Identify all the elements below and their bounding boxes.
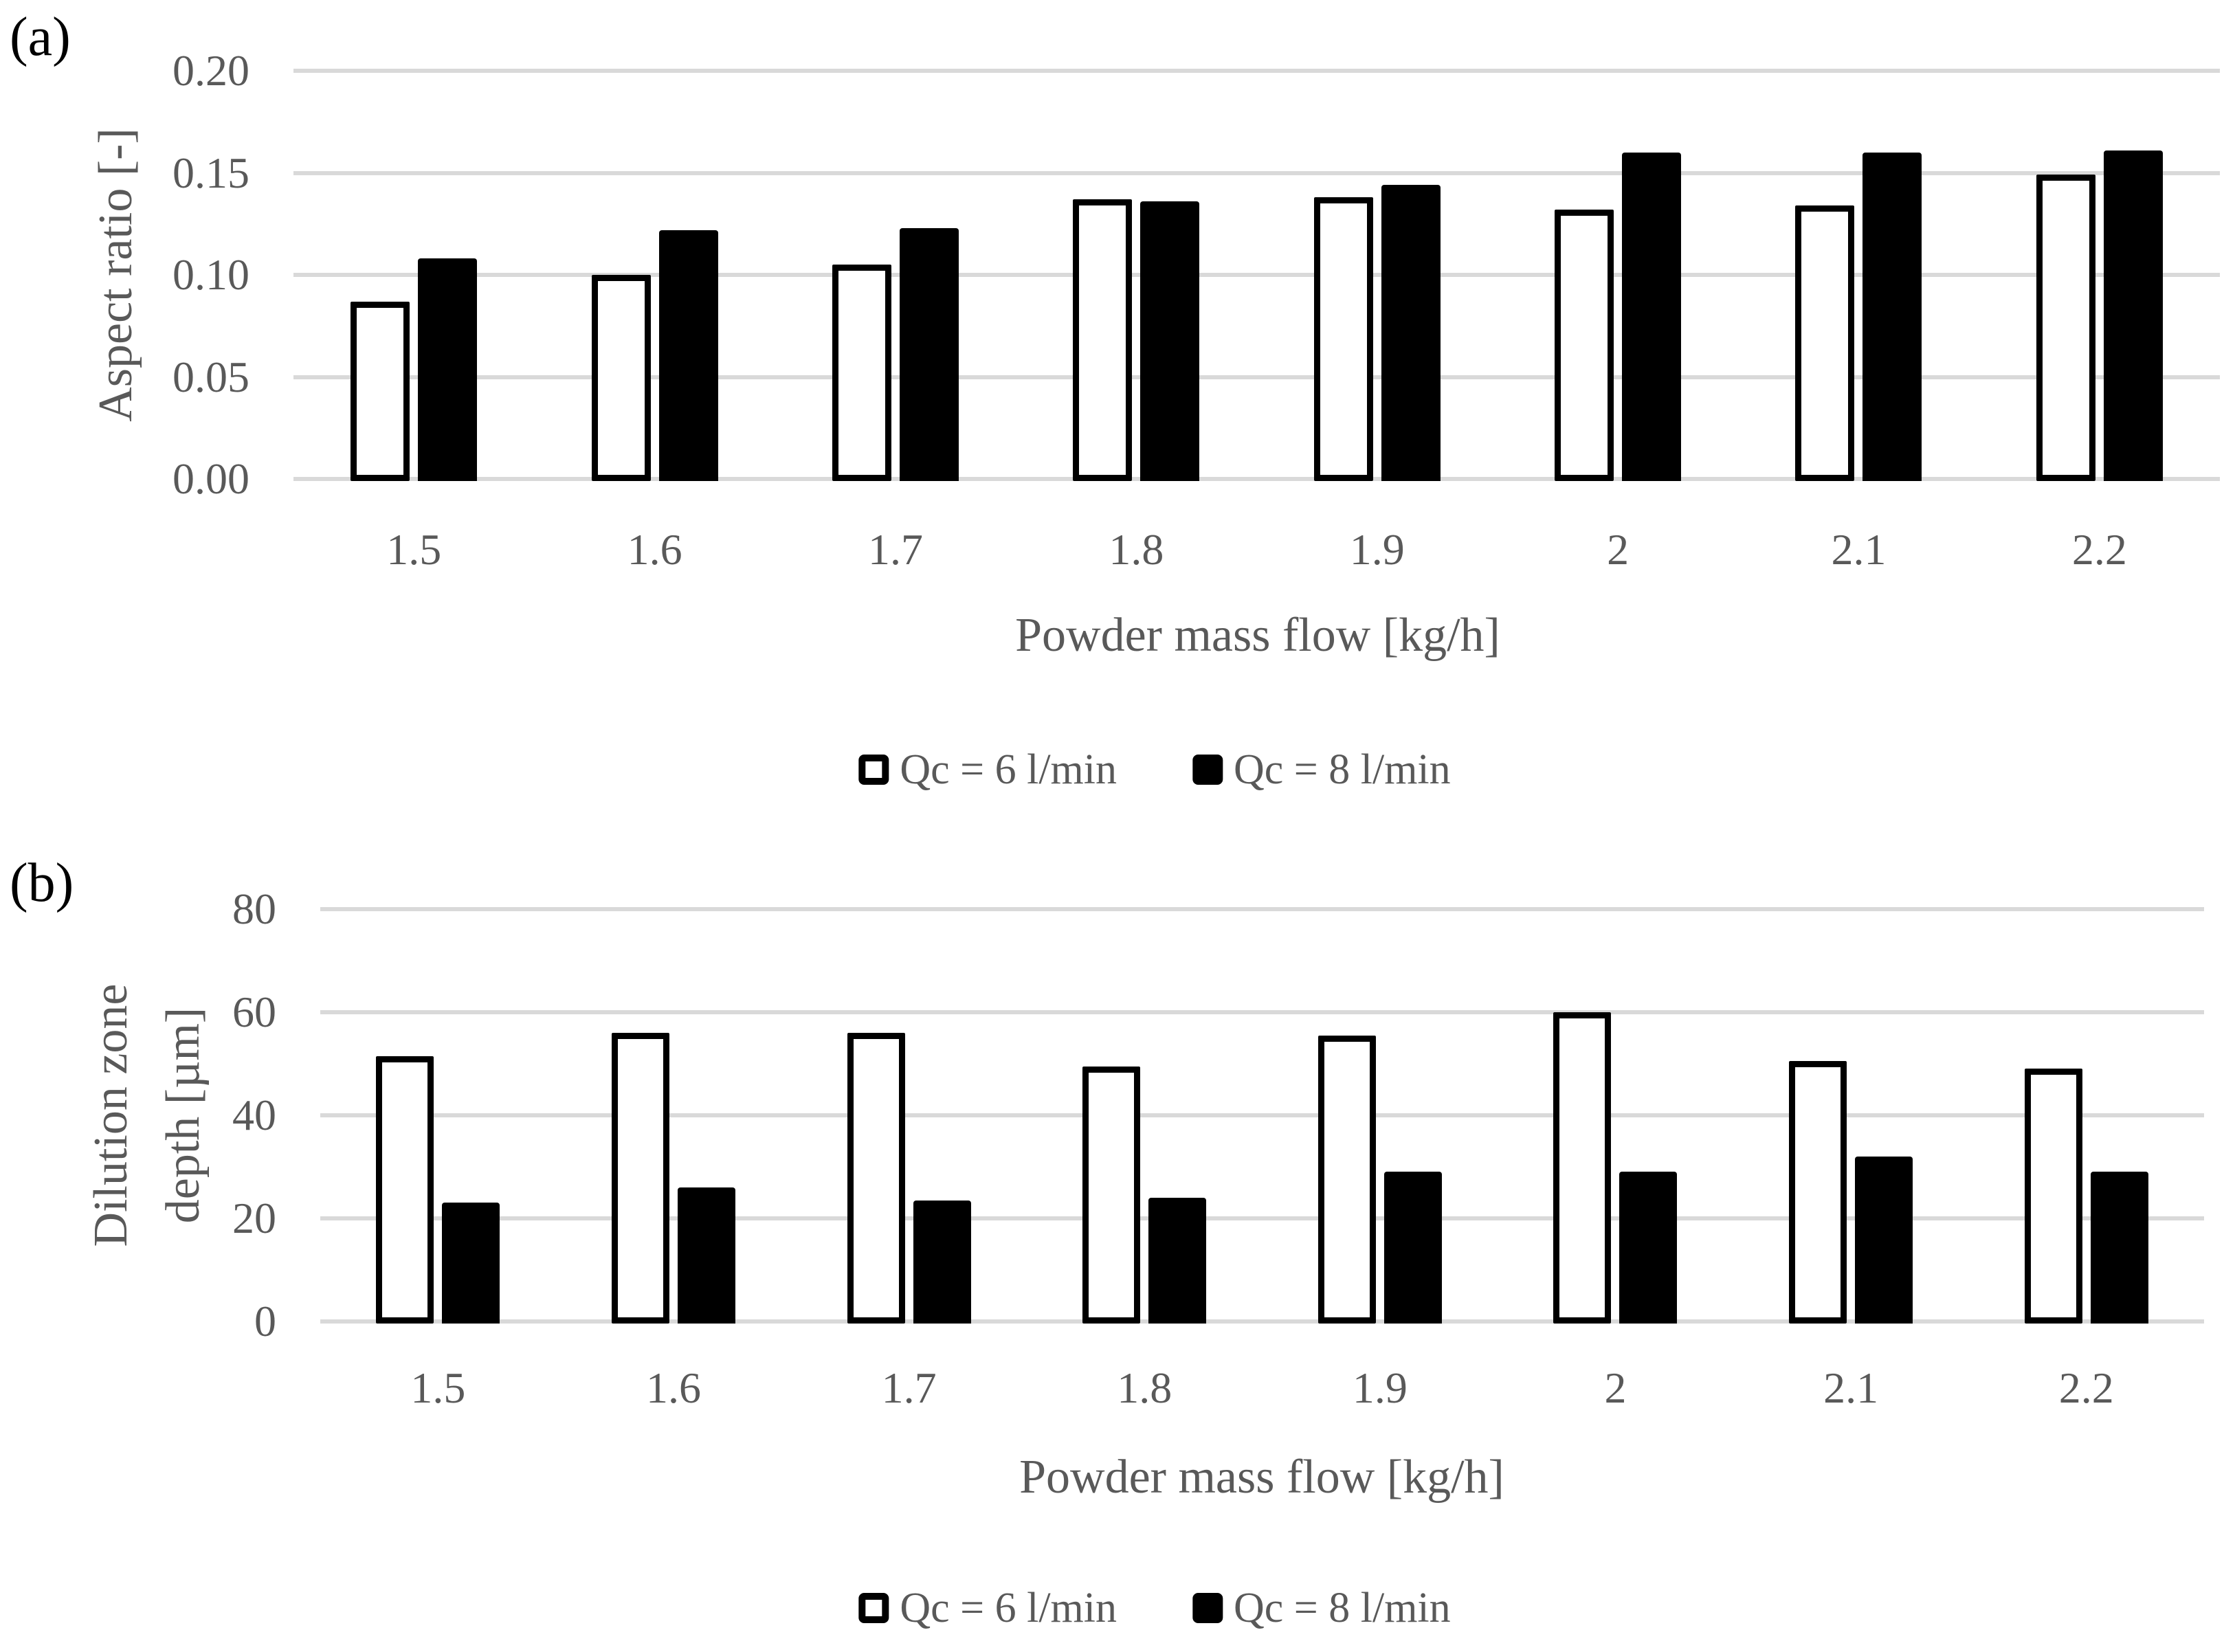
bar-b-series1-2.1: [1789, 1061, 1847, 1324]
bar-a-series1-1.8: [1073, 199, 1132, 481]
gridline: [320, 1113, 2204, 1117]
x-tick-label: 1.5: [410, 1363, 466, 1412]
bar-b-series2-1.6: [678, 1187, 735, 1324]
x-tick-label: 1.7: [867, 525, 923, 574]
legend-b-label-qc6: Qc = 6 l/min: [900, 1585, 1117, 1631]
legend-b: Qc = 6 l/min Qc = 8 l/min: [858, 1587, 1451, 1629]
gridline: [293, 477, 2220, 481]
bar-b-series1-1.9: [1318, 1036, 1376, 1324]
bar-a-series2-1.7: [900, 228, 959, 481]
y-tick-label: 0.05: [173, 352, 249, 401]
gridline: [293, 375, 2220, 379]
legend-a: Qc = 6 l/min Qc = 8 l/min: [858, 748, 1451, 791]
x-tick-label: 2.2: [2058, 1363, 2114, 1412]
bar-a-series2-2.1: [1862, 153, 1922, 481]
gridline: [293, 273, 2220, 277]
legend-b-item-qc6: Qc = 6 l/min: [858, 1587, 1117, 1629]
x-tick-label: 1.8: [1117, 1363, 1172, 1412]
gridline: [293, 69, 2220, 73]
y-tick-label: 0.10: [173, 250, 249, 299]
legend-b-label-qc8: Qc = 8 l/min: [1234, 1585, 1451, 1631]
x-tick-label: 1.7: [881, 1363, 937, 1412]
legend-open-square-icon: [858, 1593, 889, 1623]
x-tick-label: 2.2: [2071, 525, 2127, 574]
y-tick-label: 80: [232, 884, 276, 933]
bar-a-series1-2: [1555, 210, 1614, 481]
x-tick-label: 2: [1607, 525, 1630, 574]
bar-b-series1-1.6: [612, 1033, 669, 1324]
bar-b-series1-2: [1553, 1012, 1611, 1324]
bar-b-series2-1.8: [1148, 1198, 1206, 1324]
x-tick-label: 1.6: [645, 1363, 701, 1412]
gridline: [320, 907, 2204, 911]
bar-a-series1-2.2: [2036, 175, 2095, 481]
y-tick-label: 0.00: [173, 454, 249, 503]
bar-a-series2-1.6: [659, 230, 718, 481]
x-tick-label: 1.9: [1349, 525, 1405, 574]
y-tick-label: 20: [232, 1194, 276, 1242]
bar-b-series1-1.8: [1082, 1067, 1140, 1324]
legend-b-item-qc8: Qc = 8 l/min: [1192, 1587, 1451, 1629]
bar-b-series2-2.1: [1855, 1157, 1913, 1324]
x-tick-label: 1.6: [627, 525, 682, 574]
legend-a-label-qc8: Qc = 8 l/min: [1234, 746, 1451, 793]
legend-a-item-qc8: Qc = 8 l/min: [1192, 748, 1451, 791]
x-tick-label: 2: [1604, 1363, 1627, 1412]
x-axis-title-a: Powder mass flow [kg/h]: [1015, 609, 1500, 662]
bar-b-series2-2: [1619, 1172, 1677, 1324]
y-tick-label: 60: [232, 987, 276, 1036]
gridline: [320, 1319, 2204, 1324]
y-tick-label: 0: [254, 1297, 276, 1346]
bar-a-series2-2.2: [2104, 150, 2163, 481]
bar-b-series2-1.7: [913, 1201, 971, 1324]
x-tick-label: 1.5: [386, 525, 442, 574]
bar-a-series1-1.5: [351, 302, 410, 481]
legend-a-item-qc6: Qc = 6 l/min: [858, 748, 1117, 791]
x-axis-title-b: Powder mass flow [kg/h]: [1019, 1451, 1504, 1504]
bar-b-series2-1.9: [1384, 1172, 1442, 1324]
bar-a-series1-1.6: [592, 275, 651, 481]
panel-a-label: (a): [10, 7, 71, 67]
bar-a-series2-1.8: [1140, 201, 1199, 481]
bar-b-series1-1.7: [847, 1033, 905, 1324]
gridline: [320, 1216, 2204, 1220]
bar-a-series1-2.1: [1795, 205, 1854, 481]
gridline: [293, 170, 2220, 175]
legend-filled-square-icon: [1192, 1593, 1223, 1623]
x-tick-label: 1.8: [1109, 525, 1164, 574]
bar-b-series1-1.5: [376, 1056, 434, 1324]
x-tick-label: 1.9: [1352, 1363, 1408, 1412]
x-tick-label: 2.1: [1831, 525, 1887, 574]
y-tick-label: 0.20: [173, 46, 249, 95]
bar-a-series2-1.9: [1381, 185, 1441, 481]
bar-a-series2-1.5: [418, 258, 477, 481]
bar-a-series2-2: [1622, 153, 1681, 481]
y-tick-label: 40: [232, 1091, 276, 1139]
bar-b-series2-1.5: [442, 1203, 500, 1324]
bar-a-series1-1.7: [832, 265, 891, 481]
gridline: [320, 1010, 2204, 1014]
bar-a-series1-1.9: [1314, 197, 1373, 481]
y-tick-label: 0.15: [173, 148, 249, 197]
panel-b-label: (b): [10, 853, 74, 913]
bar-b-series2-2.2: [2091, 1172, 2148, 1324]
legend-a-label-qc6: Qc = 6 l/min: [900, 746, 1117, 793]
legend-open-square-icon: [858, 755, 889, 785]
bar-b-series1-2.2: [2025, 1069, 2082, 1324]
legend-filled-square-icon: [1192, 755, 1223, 785]
x-tick-label: 2.1: [1823, 1363, 1879, 1412]
